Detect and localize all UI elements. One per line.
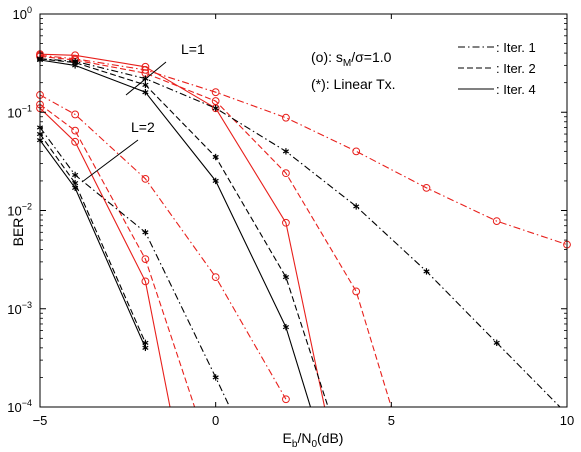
series-L2-sm-iter1-marker bbox=[282, 395, 290, 404]
series-L2-sm-iter1-line bbox=[40, 94, 287, 400]
series-L1-linear-iter2-marker-stroke bbox=[282, 274, 290, 280]
series-L1-sm-iter1-marker bbox=[141, 65, 150, 74]
series-L1-sm-iter1-marker bbox=[282, 113, 290, 122]
series-L2-sm-iter4-line bbox=[40, 107, 171, 407]
series-L1-linear-iter1-marker-stroke bbox=[282, 149, 290, 154]
label-L2: L=2 bbox=[131, 119, 155, 135]
series-L1-sm-iter1-marker bbox=[492, 217, 501, 226]
series-L1-linear-iter1-marker bbox=[353, 203, 360, 210]
series-L1-linear-iter4-line bbox=[40, 59, 312, 407]
series-L1-linear-iter2-line bbox=[40, 58, 329, 407]
series-L1-linear-iter1-marker-stroke bbox=[493, 340, 500, 345]
series-L2-sm-iter2-marker bbox=[141, 255, 150, 264]
legend: : Iter. 1 : Iter. 2 : Iter. 4 bbox=[458, 40, 536, 97]
series-L2-linear-iter1-marker bbox=[142, 229, 149, 236]
y-tick-label: 10−4 bbox=[7, 398, 32, 415]
pointer-L2 bbox=[81, 139, 139, 183]
x-tick-label: 10 bbox=[560, 413, 574, 428]
series-L2-sm-iter1-marker bbox=[71, 110, 80, 119]
series-L1-linear-iter2-marker-stroke bbox=[212, 154, 219, 160]
series-L1-linear-iter4-marker-stroke bbox=[142, 90, 149, 95]
series-L2-linear-iter2-marker-stroke bbox=[142, 340, 149, 345]
series-L1-sm-iter4-marker bbox=[282, 218, 290, 227]
legend-label-iter2: : Iter. 2 bbox=[496, 61, 536, 76]
series-L1-sm-iter2-line bbox=[40, 55, 392, 407]
series-L1-linear-iter1-marker bbox=[493, 339, 500, 347]
series-L1-sm-iter4-marker bbox=[141, 62, 150, 71]
y-tick-label: 10−1 bbox=[7, 103, 32, 120]
series-L1-linear-iter1-marker bbox=[282, 148, 290, 155]
series-L2-sm-iter2-line bbox=[40, 104, 196, 407]
series-L1-linear-iter4-marker-stroke bbox=[282, 325, 290, 330]
series-L2-sm-iter1-marker bbox=[211, 273, 220, 281]
series-L1-linear-iter4-marker bbox=[282, 323, 290, 331]
series-L1-linear-iter2-marker bbox=[282, 273, 290, 281]
x-axis-label-text: Eb/N0(dB) bbox=[283, 430, 344, 450]
series-L2-linear-iter1-marker bbox=[212, 374, 219, 381]
series-L2-linear-iter4-marker bbox=[72, 184, 79, 192]
series-L2-sm-iter4-marker bbox=[141, 277, 150, 286]
series-L2-linear-iter4-marker-stroke bbox=[72, 185, 79, 190]
legend-label-iter1: : Iter. 1 bbox=[496, 40, 536, 55]
x-tick-label: 0 bbox=[212, 413, 219, 428]
series-L1-linear-iter1-marker-stroke bbox=[423, 269, 430, 274]
legend-label-iter4: : Iter. 4 bbox=[496, 82, 536, 97]
series-L1-linear-iter1-marker-stroke bbox=[212, 106, 219, 111]
series-L2-linear-iter1-marker-stroke bbox=[142, 230, 149, 235]
label-L1: L=1 bbox=[181, 41, 205, 57]
series-L1-linear-iter1-marker bbox=[423, 268, 430, 275]
series-L1-sm-iter1-marker bbox=[211, 88, 220, 97]
series-L2-linear-iter4-marker-stroke bbox=[142, 345, 149, 350]
series-L2-linear-iter4-marker bbox=[142, 344, 149, 352]
series-L2-linear-iter1-marker-stroke bbox=[212, 375, 219, 380]
series-L1-linear-iter2-marker-stroke bbox=[142, 82, 149, 87]
series-L2-sm-iter4-marker bbox=[71, 137, 80, 146]
series-L1-sm-iter4-marker bbox=[211, 104, 220, 113]
series-L1-linear-iter1-marker bbox=[212, 104, 219, 112]
y-axis-label: BER bbox=[10, 218, 26, 247]
series-L1-sm-iter4-line bbox=[40, 53, 326, 407]
axes: −5 0 5 10 10−4 10−3 10−2 10−1 100 bbox=[7, 5, 574, 428]
series-L1-linear-iter4-marker-stroke bbox=[72, 63, 79, 68]
series-L1-sm-iter2-marker bbox=[352, 287, 361, 296]
x-tick-label: 5 bbox=[388, 413, 395, 428]
series-L1-linear-iter4-marker bbox=[72, 62, 79, 69]
series-L1-linear-iter4-marker bbox=[142, 88, 149, 96]
series-L2-sm-iter1-marker bbox=[141, 174, 150, 183]
series-L1-linear-iter4-marker-stroke bbox=[212, 178, 219, 184]
series-L2-linear-iter2-line bbox=[40, 133, 146, 344]
series-L1-sm-iter1-marker bbox=[352, 147, 361, 156]
series-L1-linear-iter2-marker bbox=[142, 81, 149, 89]
series-L2-linear-iter2-marker-stroke bbox=[72, 180, 79, 186]
series-L2-linear-iter1-marker-stroke bbox=[72, 172, 79, 178]
pointer-L1 bbox=[125, 61, 167, 96]
y-tick-label: 10−2 bbox=[7, 202, 32, 219]
series-L1-linear-iter2-marker bbox=[212, 153, 219, 161]
x-axis-label: Eb/N0(dB) bbox=[283, 430, 344, 450]
series-L1-sm-iter1-line bbox=[40, 54, 567, 246]
series-L1-linear-iter4-marker bbox=[212, 177, 219, 185]
x-tick-label: −5 bbox=[33, 413, 48, 428]
series-L1-linear-iter1-marker-stroke bbox=[353, 204, 360, 209]
y-tick-label: 100 bbox=[13, 5, 32, 22]
series-L2-sm-iter2-marker bbox=[71, 126, 80, 135]
annotation-linear: (*): Linear Tx. bbox=[311, 76, 396, 92]
series-L2-linear-iter1-marker bbox=[72, 171, 79, 179]
annotation-sm: (o): sM/σ=1.0 bbox=[311, 49, 392, 69]
y-tick-label: 10−3 bbox=[7, 300, 32, 317]
annotation-sm-text: (o): sM/σ=1.0 bbox=[311, 49, 392, 69]
series-L1-sm-iter2-marker bbox=[282, 169, 290, 178]
series-L1-sm-iter1-marker bbox=[422, 183, 431, 192]
